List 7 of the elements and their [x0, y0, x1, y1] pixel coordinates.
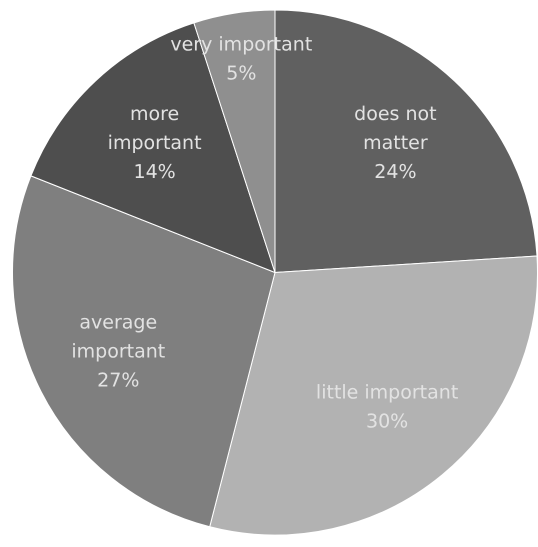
slice-label: does not matter	[354, 103, 437, 154]
data-label: 14%	[133, 161, 176, 184]
slice-label: more important	[108, 103, 202, 154]
slice-label: average important	[71, 311, 166, 362]
data-label: 24%	[374, 161, 417, 184]
data-label: 5%	[226, 62, 256, 84]
data-label: 27%	[97, 369, 140, 392]
